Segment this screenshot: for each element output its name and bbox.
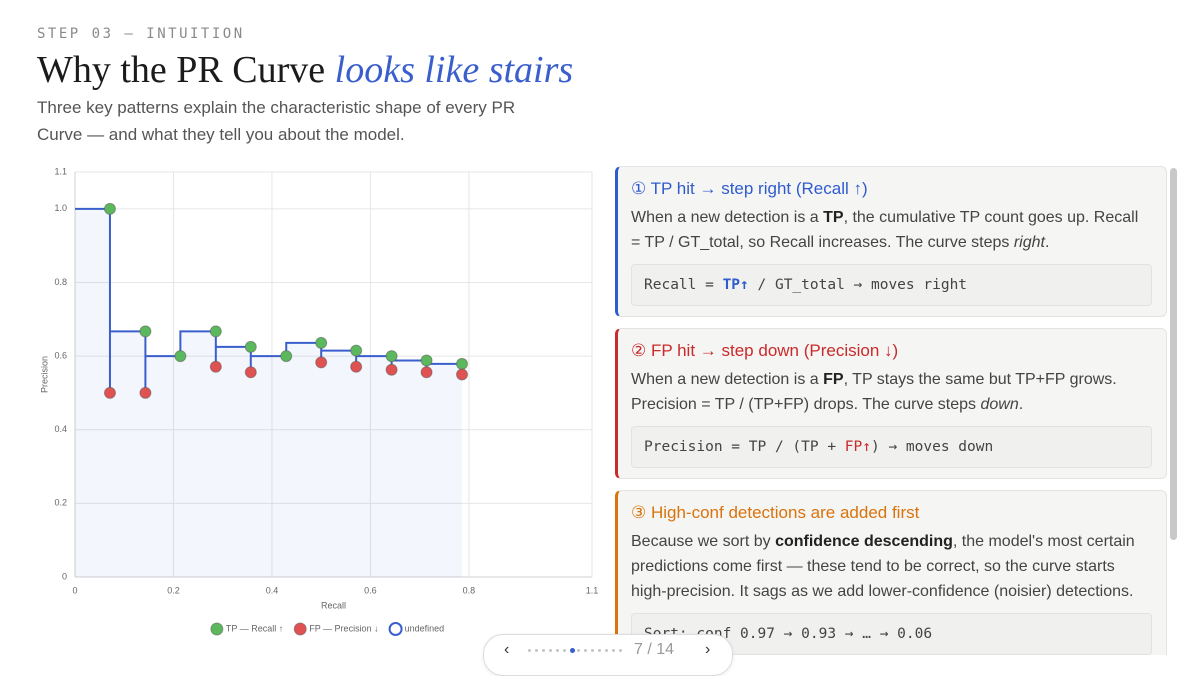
point [420,354,433,367]
point [209,325,222,338]
scrollbar [1170,168,1177,540]
point [174,350,187,363]
pager-dot[interactable] [605,649,608,652]
x-tick-label: 0.2 [167,585,180,595]
page: STEP 03 — INTUITION Why the PR Curve loo… [37,26,1177,676]
text: ) → moves down [871,439,994,455]
point [315,356,328,369]
pager-dot[interactable] [612,649,615,652]
text: Recall = [644,277,723,293]
pager-dot[interactable] [598,649,601,652]
point [456,357,469,370]
y-tick-label: 0 [62,571,67,581]
text: . [1044,234,1050,251]
text: Precision = TP / (TP + [644,439,845,455]
text: When a new detection is a [631,209,824,226]
pager-dot[interactable] [556,649,559,652]
next-button[interactable]: › [705,641,711,658]
point [350,360,363,373]
point [420,366,433,379]
text: down [980,396,1019,413]
code: Recall = TP↑ / GT_total → moves right [631,264,1152,306]
point [456,368,469,381]
title-text: Why the PR Curve [37,49,335,91]
point [385,350,398,363]
title-accent: looks like stairs [334,49,574,91]
text: , the cumulative TP count goes up. Recal… [631,209,1139,251]
text: . [1018,396,1024,413]
page-counter: 7 / 14 [634,641,675,658]
title: Why the PR Curve looks like stairs [37,48,573,92]
pager-dot[interactable] [584,649,587,652]
text: TP [823,209,844,226]
x-tick-label: 0 [72,585,77,595]
text: , TP stays the same but TP+FP grows. Pre… [631,371,1117,413]
pager-dot[interactable] [542,649,545,652]
point [244,366,257,379]
card-body: Because we sort by confidence descending… [631,529,1152,604]
point [103,386,116,399]
point [244,340,257,353]
legend-swatch [210,622,224,636]
cards: ① TP hit → step right (Recall ↑) When a … [615,166,1167,655]
point [209,360,222,373]
card-body: When a new detection is a TP, the cumula… [631,205,1152,255]
y-tick-label: 1.1 [54,166,67,176]
legend-swatch [388,622,403,636]
card: ② FP hit → step down (Precision ↓) When … [615,328,1167,479]
x-tick-label: 0.8 [463,585,476,595]
card-body: When a new detection is a FP, TP stays t… [631,367,1152,417]
point [139,386,152,399]
point [103,202,116,215]
prev-button[interactable]: ‹ [504,641,510,658]
x-tick-label: 0.6 [364,585,377,595]
pager-dot[interactable] [535,649,538,652]
text: confidence descending [775,533,953,550]
pager-dot[interactable] [528,649,531,652]
area [75,208,463,577]
text: FP [823,371,844,388]
text: right [1013,234,1045,251]
chart: 0 0.2 0.4 0.6 0.8 1.0 1.1 0 0.2 0.4 0.6 0.8 1.1 Recal… [39,166,599,636]
point [280,350,293,363]
y-tick-label: 1.0 [54,203,67,213]
pager-dot[interactable] [563,649,566,652]
code: Precision = TP / (TP + FP↑) → moves down [631,426,1152,468]
card-title: ① TP hit → step right (Recall ↑) [631,179,868,198]
card: ③ High-conf detections are added first B… [615,490,1167,655]
card: ① TP hit → step right (Recall ↑) When a … [615,166,1167,317]
x-axis-label: Recall [321,600,346,610]
text: / GT_total → moves right [748,277,968,293]
y-tick-label: 0.2 [54,498,67,508]
text: When a new detection is a [631,371,824,388]
point [139,325,152,338]
pager-dot[interactable] [549,649,552,652]
pager: ‹ 7 / 14 › [483,634,733,676]
point [350,344,363,357]
card-title: ② FP hit → step down (Precision ↓) [631,341,899,360]
text: FP↑ [844,439,871,455]
text: Because we sort by [631,533,776,550]
pager-dot[interactable] [591,649,594,652]
legend-label: TP — Recall ↑ [226,623,283,633]
legend-label: FP — Precision ↓ [309,623,378,633]
kicker: STEP 03 — INTUITION [37,26,245,42]
y-tick-label: 0.8 [54,277,67,287]
y-tick-label: 0.4 [54,424,67,434]
pager-dot[interactable] [570,648,575,653]
pager-dot[interactable] [619,649,622,652]
point [315,336,328,349]
y-axis-label: Precision [39,356,49,393]
point [385,363,398,376]
pager-dot[interactable] [577,649,580,652]
x-tick-label: 0.4 [266,585,279,595]
card-title: ③ High-conf detections are added first [631,503,920,522]
y-tick-label: 0.6 [54,350,67,360]
legend-label: undefined [405,623,445,633]
x-tick-label: 1.1 [586,585,599,595]
subtitle: Three key patterns explain the character… [37,98,516,144]
text: TP↑ [722,277,749,293]
legend-swatch [293,622,307,636]
text: , the model's most certain predictions c… [631,533,1135,600]
